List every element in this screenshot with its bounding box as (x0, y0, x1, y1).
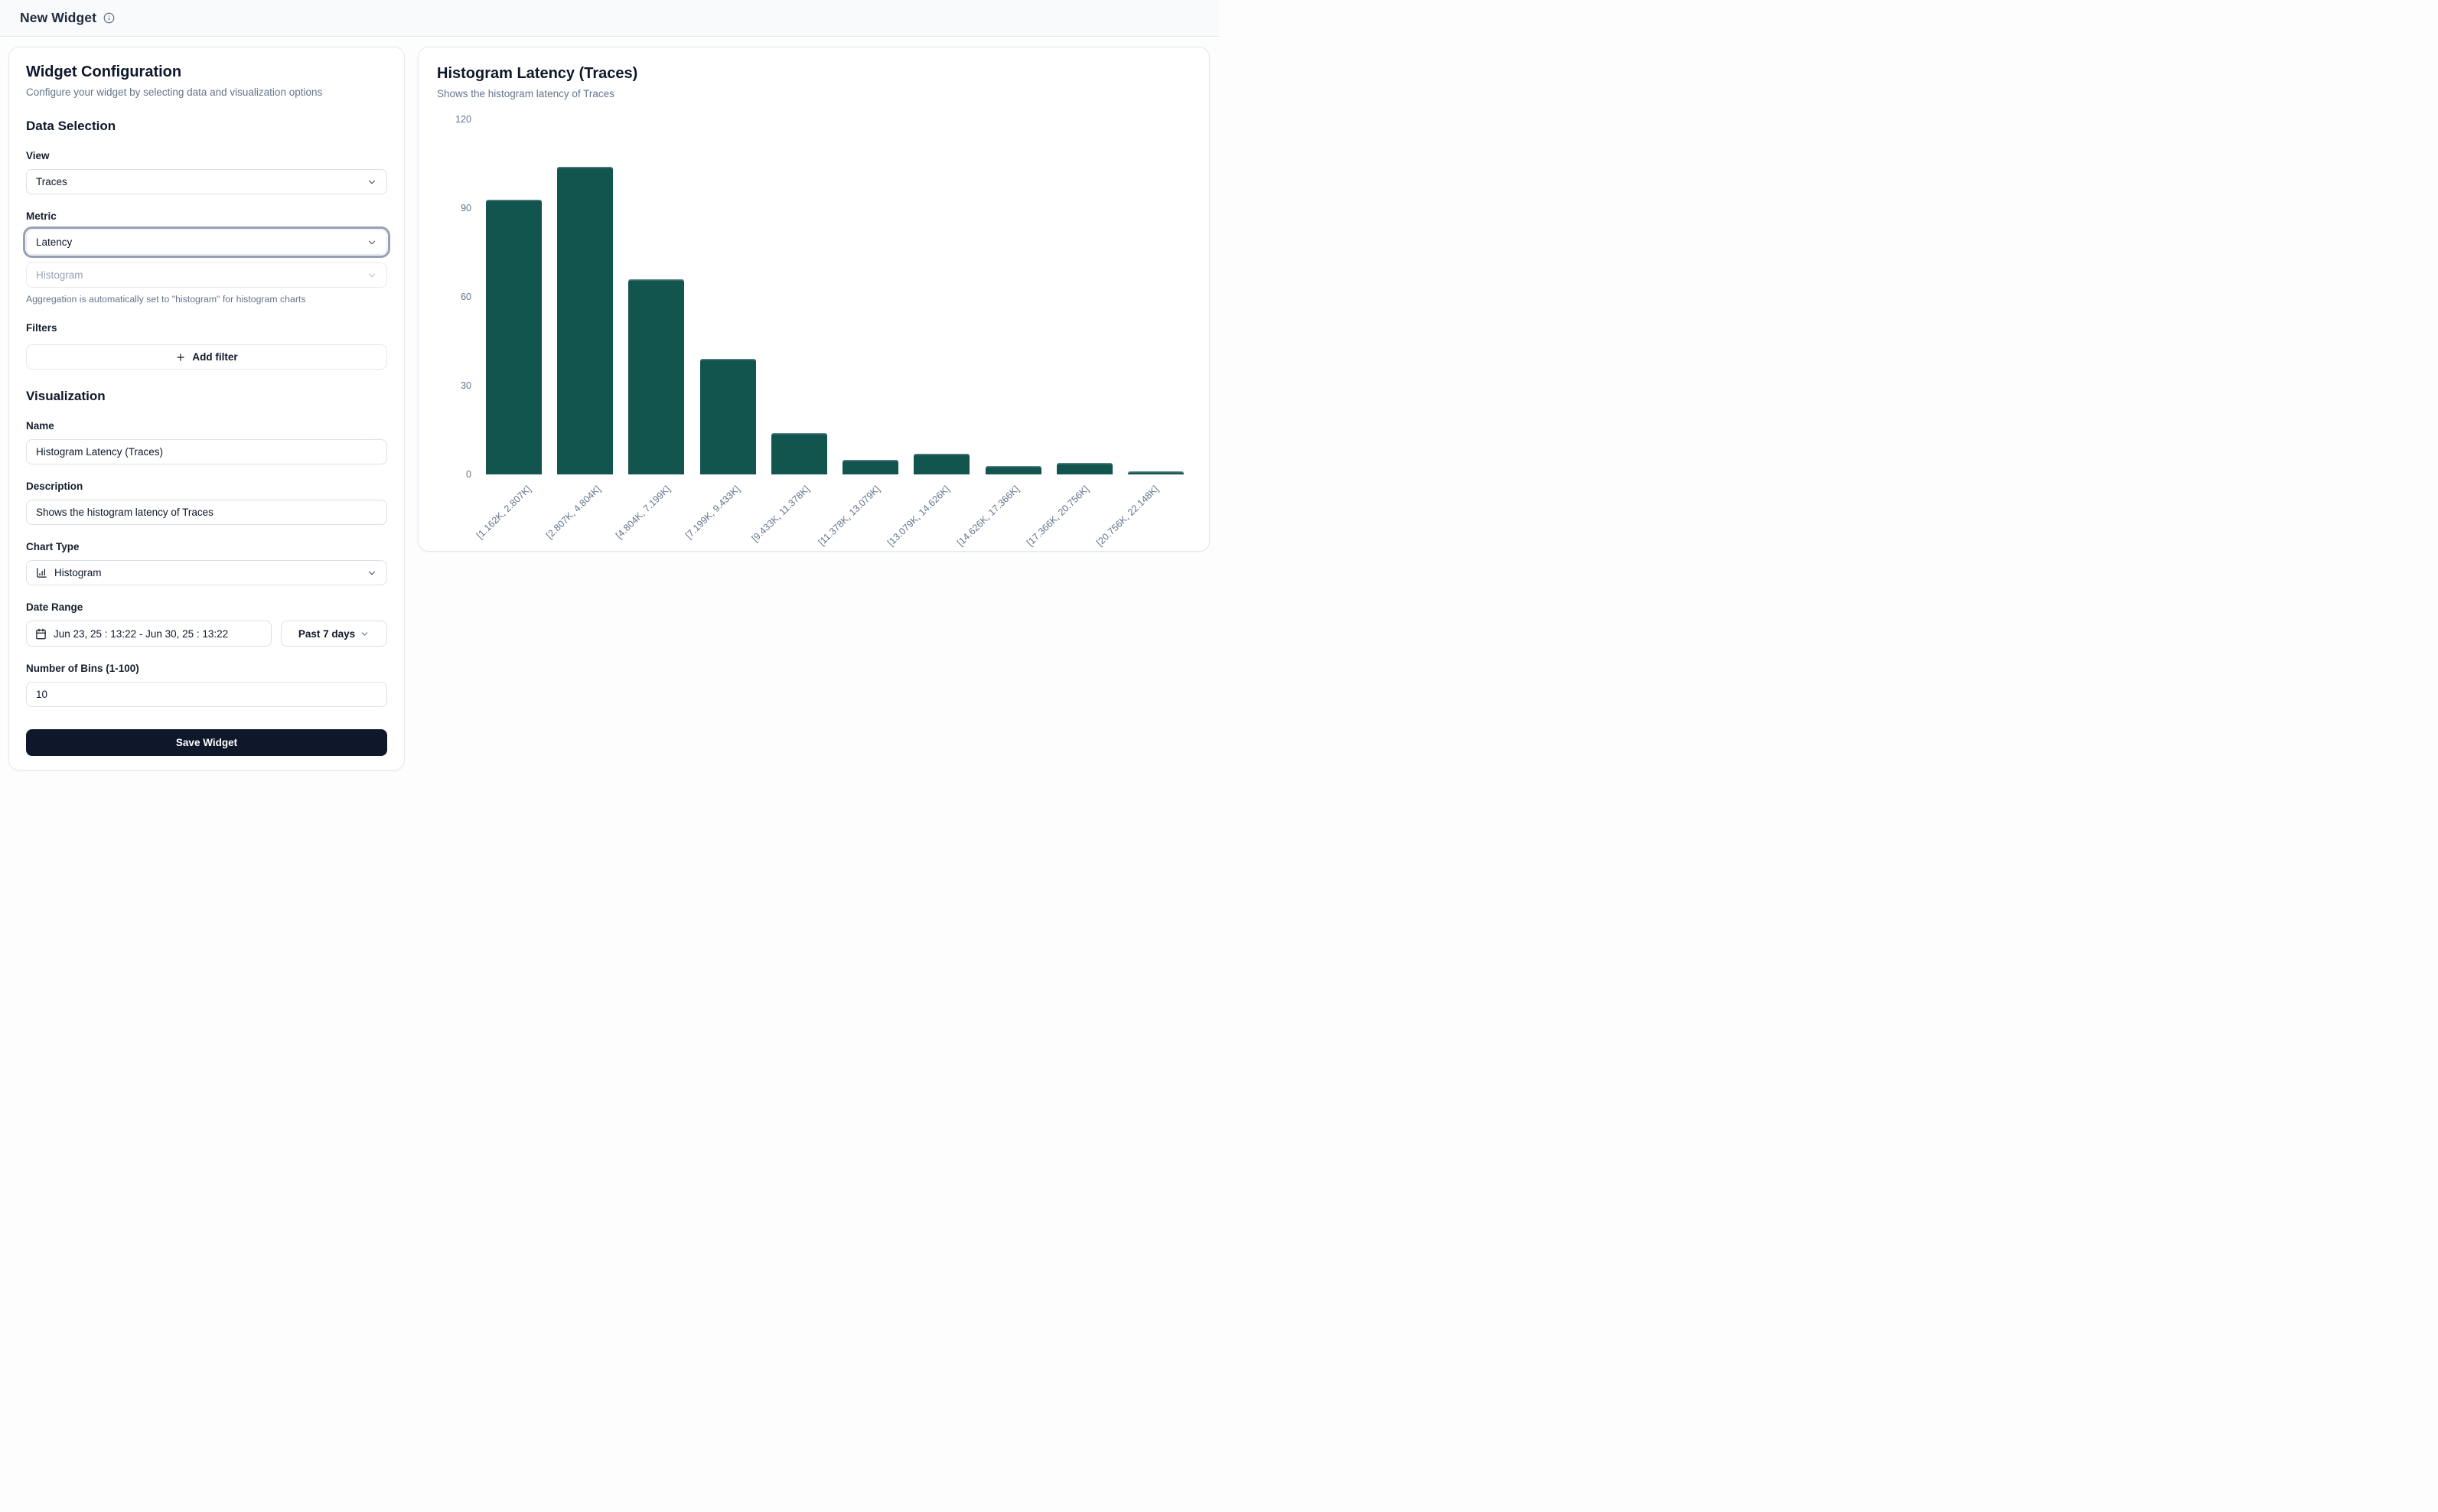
y-axis-tick: 120 (455, 114, 471, 125)
y-axis-tick: 30 (461, 380, 471, 392)
x-axis-tick: [13.079K, 14.626K] (885, 484, 952, 549)
aggregation-select-value: Histogram (36, 269, 83, 282)
view-select[interactable]: Traces (26, 169, 387, 195)
y-axis-tick: 90 (461, 203, 471, 214)
date-range-label: Date Range (26, 601, 83, 614)
metric-select-value: Latency (36, 236, 73, 249)
calendar-icon (35, 628, 47, 640)
widget-configuration-panel: Widget Configuration Configure your widg… (8, 47, 405, 771)
chevron-down-icon (360, 629, 370, 639)
histogram-bar (914, 454, 970, 475)
histogram-bar (628, 279, 685, 475)
save-widget-button[interactable]: Save Widget (26, 729, 387, 757)
histogram-bar (486, 199, 542, 475)
x-axis-tick: [17.366K, 20.756K] (1025, 484, 1091, 549)
x-axis-tick: [1.162K, 2.807K] (474, 484, 533, 541)
y-axis-tick: 60 (461, 292, 471, 303)
add-filter-button[interactable]: Add filter (26, 344, 387, 370)
page-header: New Widget (0, 0, 1219, 37)
histogram-bar (1056, 462, 1113, 475)
add-filter-label: Add filter (192, 351, 238, 363)
x-axis-tick: [14.626K, 17.366K] (955, 484, 1022, 549)
chart-type-label: Chart Type (26, 541, 80, 553)
aggregation-helper-text: Aggregation is automatically set to "his… (26, 294, 306, 305)
y-axis: 0 30 60 90 120 (437, 114, 471, 480)
chevron-down-icon (367, 237, 377, 248)
date-preset-value: Past 7 days (298, 627, 356, 640)
bins-label: Number of Bins (1-100) (26, 663, 139, 675)
histogram-chart: 0 30 60 90 120 [1.162K, 2.807K] [2.807K, 4.80… (437, 114, 1191, 549)
histogram-bar (699, 359, 756, 475)
widget-preview-panel: Histogram Latency (Traces) Shows the his… (418, 47, 1210, 552)
name-label: Name (26, 420, 54, 432)
x-axis-tick: [2.807K, 4.804K] (543, 484, 603, 541)
preview-title: Histogram Latency (Traces) (437, 65, 638, 82)
info-icon[interactable] (103, 12, 115, 24)
config-subtitle: Configure your widget by selecting data … (26, 86, 323, 98)
filters-label: Filters (26, 322, 57, 334)
chart-type-value: Histogram (54, 567, 102, 579)
date-preset-button[interactable]: Past 7 days (281, 621, 387, 647)
chart-type-select[interactable]: Histogram (26, 560, 387, 586)
x-axis-tick: [9.433K, 11.378K] (750, 484, 813, 545)
description-label: Description (26, 481, 83, 493)
x-axis-tick: [7.199K, 9.433K] (683, 484, 742, 541)
histogram-chart-icon (36, 567, 47, 578)
y-axis-tick: 0 (466, 469, 471, 481)
histogram-bar (1127, 471, 1184, 475)
date-range-value: Jun 23, 25 : 13:22 - Jun 30, 25 : 13:22 (54, 627, 229, 640)
data-selection-heading: Data Selection (26, 119, 116, 134)
aggregation-select: Histogram (26, 262, 387, 288)
main-content: Widget Configuration Configure your widg… (0, 37, 1219, 780)
x-axis-tick: [20.756K, 22.148K] (1094, 484, 1162, 549)
bins-input[interactable] (26, 682, 387, 708)
page-title: New Widget (20, 10, 97, 25)
metric-select[interactable]: Latency (26, 230, 387, 256)
chevron-down-icon (367, 568, 377, 578)
view-select-value: Traces (36, 176, 67, 188)
x-axis: [1.162K, 2.807K] [2.807K, 4.804K] [4.804K,… (474, 474, 1184, 549)
histogram-bar (557, 167, 614, 475)
config-title: Widget Configuration (26, 64, 182, 80)
plus-icon (175, 352, 186, 363)
view-label: View (26, 150, 50, 162)
visualization-heading: Visualization (26, 389, 106, 404)
date-range-button[interactable]: Jun 23, 25 : 13:22 - Jun 30, 25 : 13:22 (26, 621, 272, 647)
name-input[interactable] (26, 439, 387, 465)
chevron-down-icon (367, 177, 377, 187)
chevron-down-icon (367, 270, 377, 281)
histogram-plot (486, 119, 1184, 475)
histogram-bar (843, 459, 899, 475)
histogram-bar (985, 465, 1041, 475)
preview-subtitle: Shows the histogram latency of Traces (437, 88, 614, 99)
description-input[interactable] (26, 500, 387, 526)
x-axis-tick: [11.378K, 13.079K] (816, 484, 882, 548)
date-range-row: Jun 23, 25 : 13:22 - Jun 30, 25 : 13:22 … (26, 621, 387, 647)
x-axis-tick: [4.804K, 7.199K] (614, 484, 673, 541)
histogram-bar (771, 433, 827, 475)
metric-label: Metric (26, 210, 57, 223)
